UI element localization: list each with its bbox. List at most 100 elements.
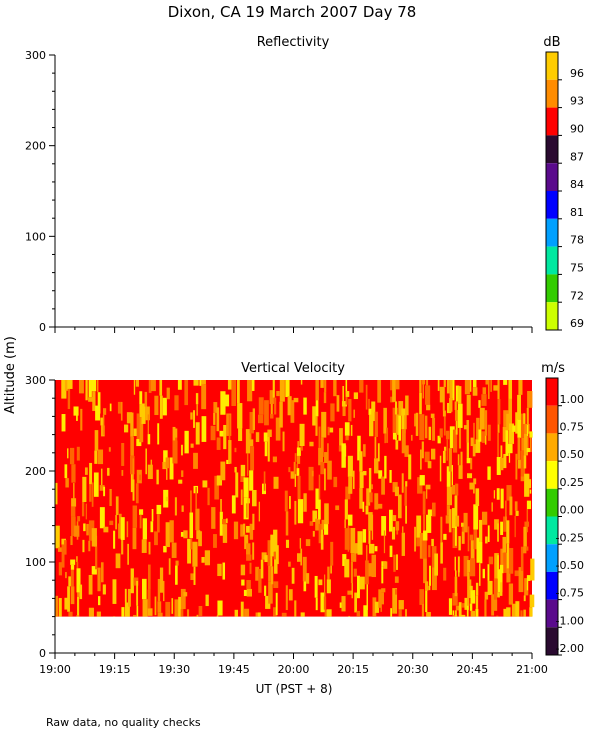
velocity-cell [520,476,525,482]
velocity-cell [490,380,492,392]
velocity-cell [369,414,374,437]
velocity-cell [445,430,450,440]
velocity-cell [497,555,499,570]
velocity-cell [461,522,466,527]
velocity-cell [273,529,278,552]
reflectivity-panel: Reflectivity dB 0 100 200 300 96 93 90 87 84 81 7… [25,35,584,334]
velocity-cell [139,474,142,481]
velocity-cell [464,380,470,395]
y-tick-label: 100 [25,230,46,243]
velocity-cell [255,566,259,581]
velocity-cell [357,575,360,599]
velocity-cell [339,428,343,446]
velocity-cell [174,395,179,411]
velocity-cell [466,442,469,458]
velocity-cell [96,611,101,617]
velocity-cell [345,435,349,441]
velocity-cell [61,544,65,568]
velocity-cell [132,458,135,480]
velocity-cell [285,380,290,398]
velocity-cell [393,554,396,572]
velocity-cell [272,456,277,463]
velocity-cell [410,434,413,441]
velocity-cell [395,380,400,390]
velocity-cell [288,496,291,509]
velocity-cell [324,468,326,491]
velocity-cell [342,406,346,417]
velocity-cell [312,406,317,426]
velocity-cell [311,470,314,477]
velocity-cell [427,461,432,469]
velocity-cell [401,408,407,430]
velocity-cell [70,569,74,587]
velocity-cell [279,380,285,402]
velocity-cell [341,401,348,407]
velocity-cell [395,521,400,531]
velocity-cell [321,411,327,438]
velocity-cell [365,505,369,515]
velocity-cell [416,537,421,547]
velocity-cell [327,426,330,436]
velocity-cell [240,524,245,537]
velocity-cell [76,556,78,562]
velocity-cell [521,437,527,451]
velocity-cell [359,471,364,489]
velocity-cell [189,512,194,539]
velocity-cell [497,432,499,457]
velocity-cell [120,401,123,421]
velocity-cell [231,380,237,406]
velocity-cell [381,588,386,593]
velocity-cell [135,380,139,387]
colorbar-label: 84 [570,178,584,191]
velocity-cell [107,467,110,476]
velocity-colorbar-unit: m/s [541,361,565,376]
velocity-cell [70,586,75,605]
velocity-cell [506,413,511,431]
velocity-cell [159,380,163,396]
velocity-cell [228,414,231,441]
velocity-cell [408,454,412,480]
y-axis-label: Altitude (m) [3,336,18,414]
velocity-cell [523,609,526,617]
y-tick-label: 0 [39,647,46,660]
velocity-cell [65,572,67,579]
velocity-cell [357,531,363,555]
velocity-cell [201,380,206,385]
velocity-cell [306,573,310,584]
velocity-cell [68,611,73,617]
colorbar-swatch [546,461,558,489]
velocity-cell [473,504,479,530]
velocity-cell [263,432,268,442]
velocity-cell [383,561,388,569]
velocity-cell [198,605,203,616]
velocity-cell [383,407,387,434]
velocity-cell [86,523,89,536]
velocity-cell [381,516,387,536]
velocity-cell [175,560,179,566]
velocity-cell [497,424,500,433]
velocity-cell [314,575,318,598]
velocity-cell [449,398,453,412]
velocity-cell [120,517,125,540]
velocity-cell [514,515,516,538]
velocity-cell [165,522,170,548]
velocity-cell [449,380,454,399]
velocity-cell [496,456,501,475]
velocity-cell [439,455,442,482]
velocity-cell [469,482,475,490]
velocity-cell [251,380,255,391]
velocity-cell [309,441,314,447]
velocity-cell [485,536,488,544]
velocity-cell [260,559,264,579]
velocity-cell [497,399,501,425]
velocity-cell [91,528,97,547]
velocity-cell [426,404,431,411]
velocity-cell [102,584,106,595]
velocity-cell [76,446,80,461]
velocity-cell [526,575,531,581]
velocity-cell [261,552,267,560]
figure-title: Dixon, CA 19 March 2007 Day 78 [168,3,417,21]
velocity-cell [320,592,326,613]
colorbar-swatch [546,163,558,191]
velocity-cell [344,499,348,520]
